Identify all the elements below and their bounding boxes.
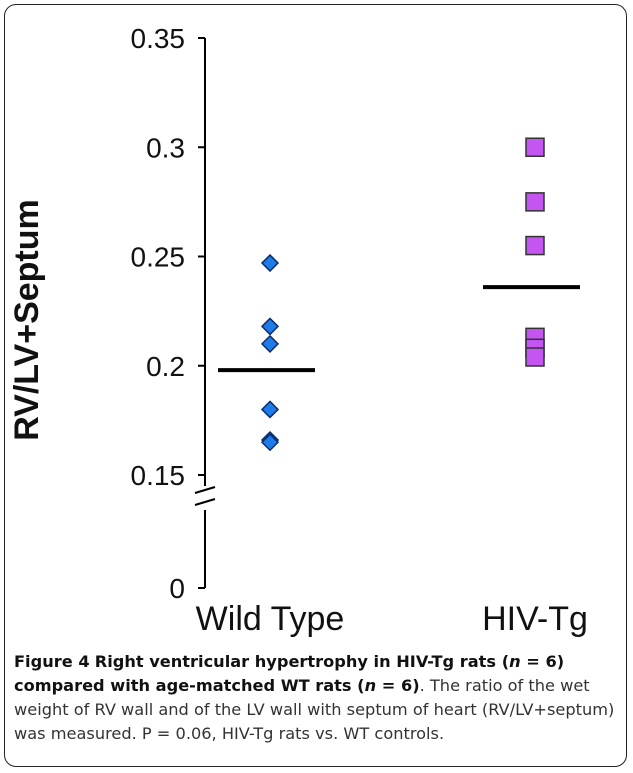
figure-frame [4,4,627,767]
y-tick-label: 0.35 [131,23,186,54]
data-point [525,192,545,212]
y-tick-label: 0.15 [131,460,186,491]
data-point [525,235,545,256]
data-point [525,347,545,367]
y-tick-label: 0.3 [146,132,185,163]
chart: 0.35 0.3 0.25 0.2 0.15 0 Wild Type HIV-Tg RV/L… [8,23,588,638]
x-category-label: Wild Type [196,600,345,638]
x-category-label: HIV-Tg [482,600,588,638]
figure-title: Right ventricular hypertrophy in HIV-Tg … [14,652,565,695]
figure-label: Figure 4 [14,652,90,671]
y-tick-label: 0 [169,573,185,604]
axis-break-mark [194,498,216,506]
data-point [260,400,280,419]
data-point [260,317,280,336]
y-tick-label: 0.25 [131,242,186,273]
figure-caption: Figure 4 Right ventricular hypertrophy i… [14,650,620,746]
y-axis-label: RV/LV+Septum [8,199,46,441]
data-point [525,137,545,157]
data-point [260,334,280,353]
data-point [260,433,280,452]
figure-caption-body: . The ratio of the wet weight of RV wall… [14,676,615,743]
y-tick-label: 0.2 [146,351,185,382]
axis-break-mark [194,486,216,494]
data-point [260,253,280,273]
